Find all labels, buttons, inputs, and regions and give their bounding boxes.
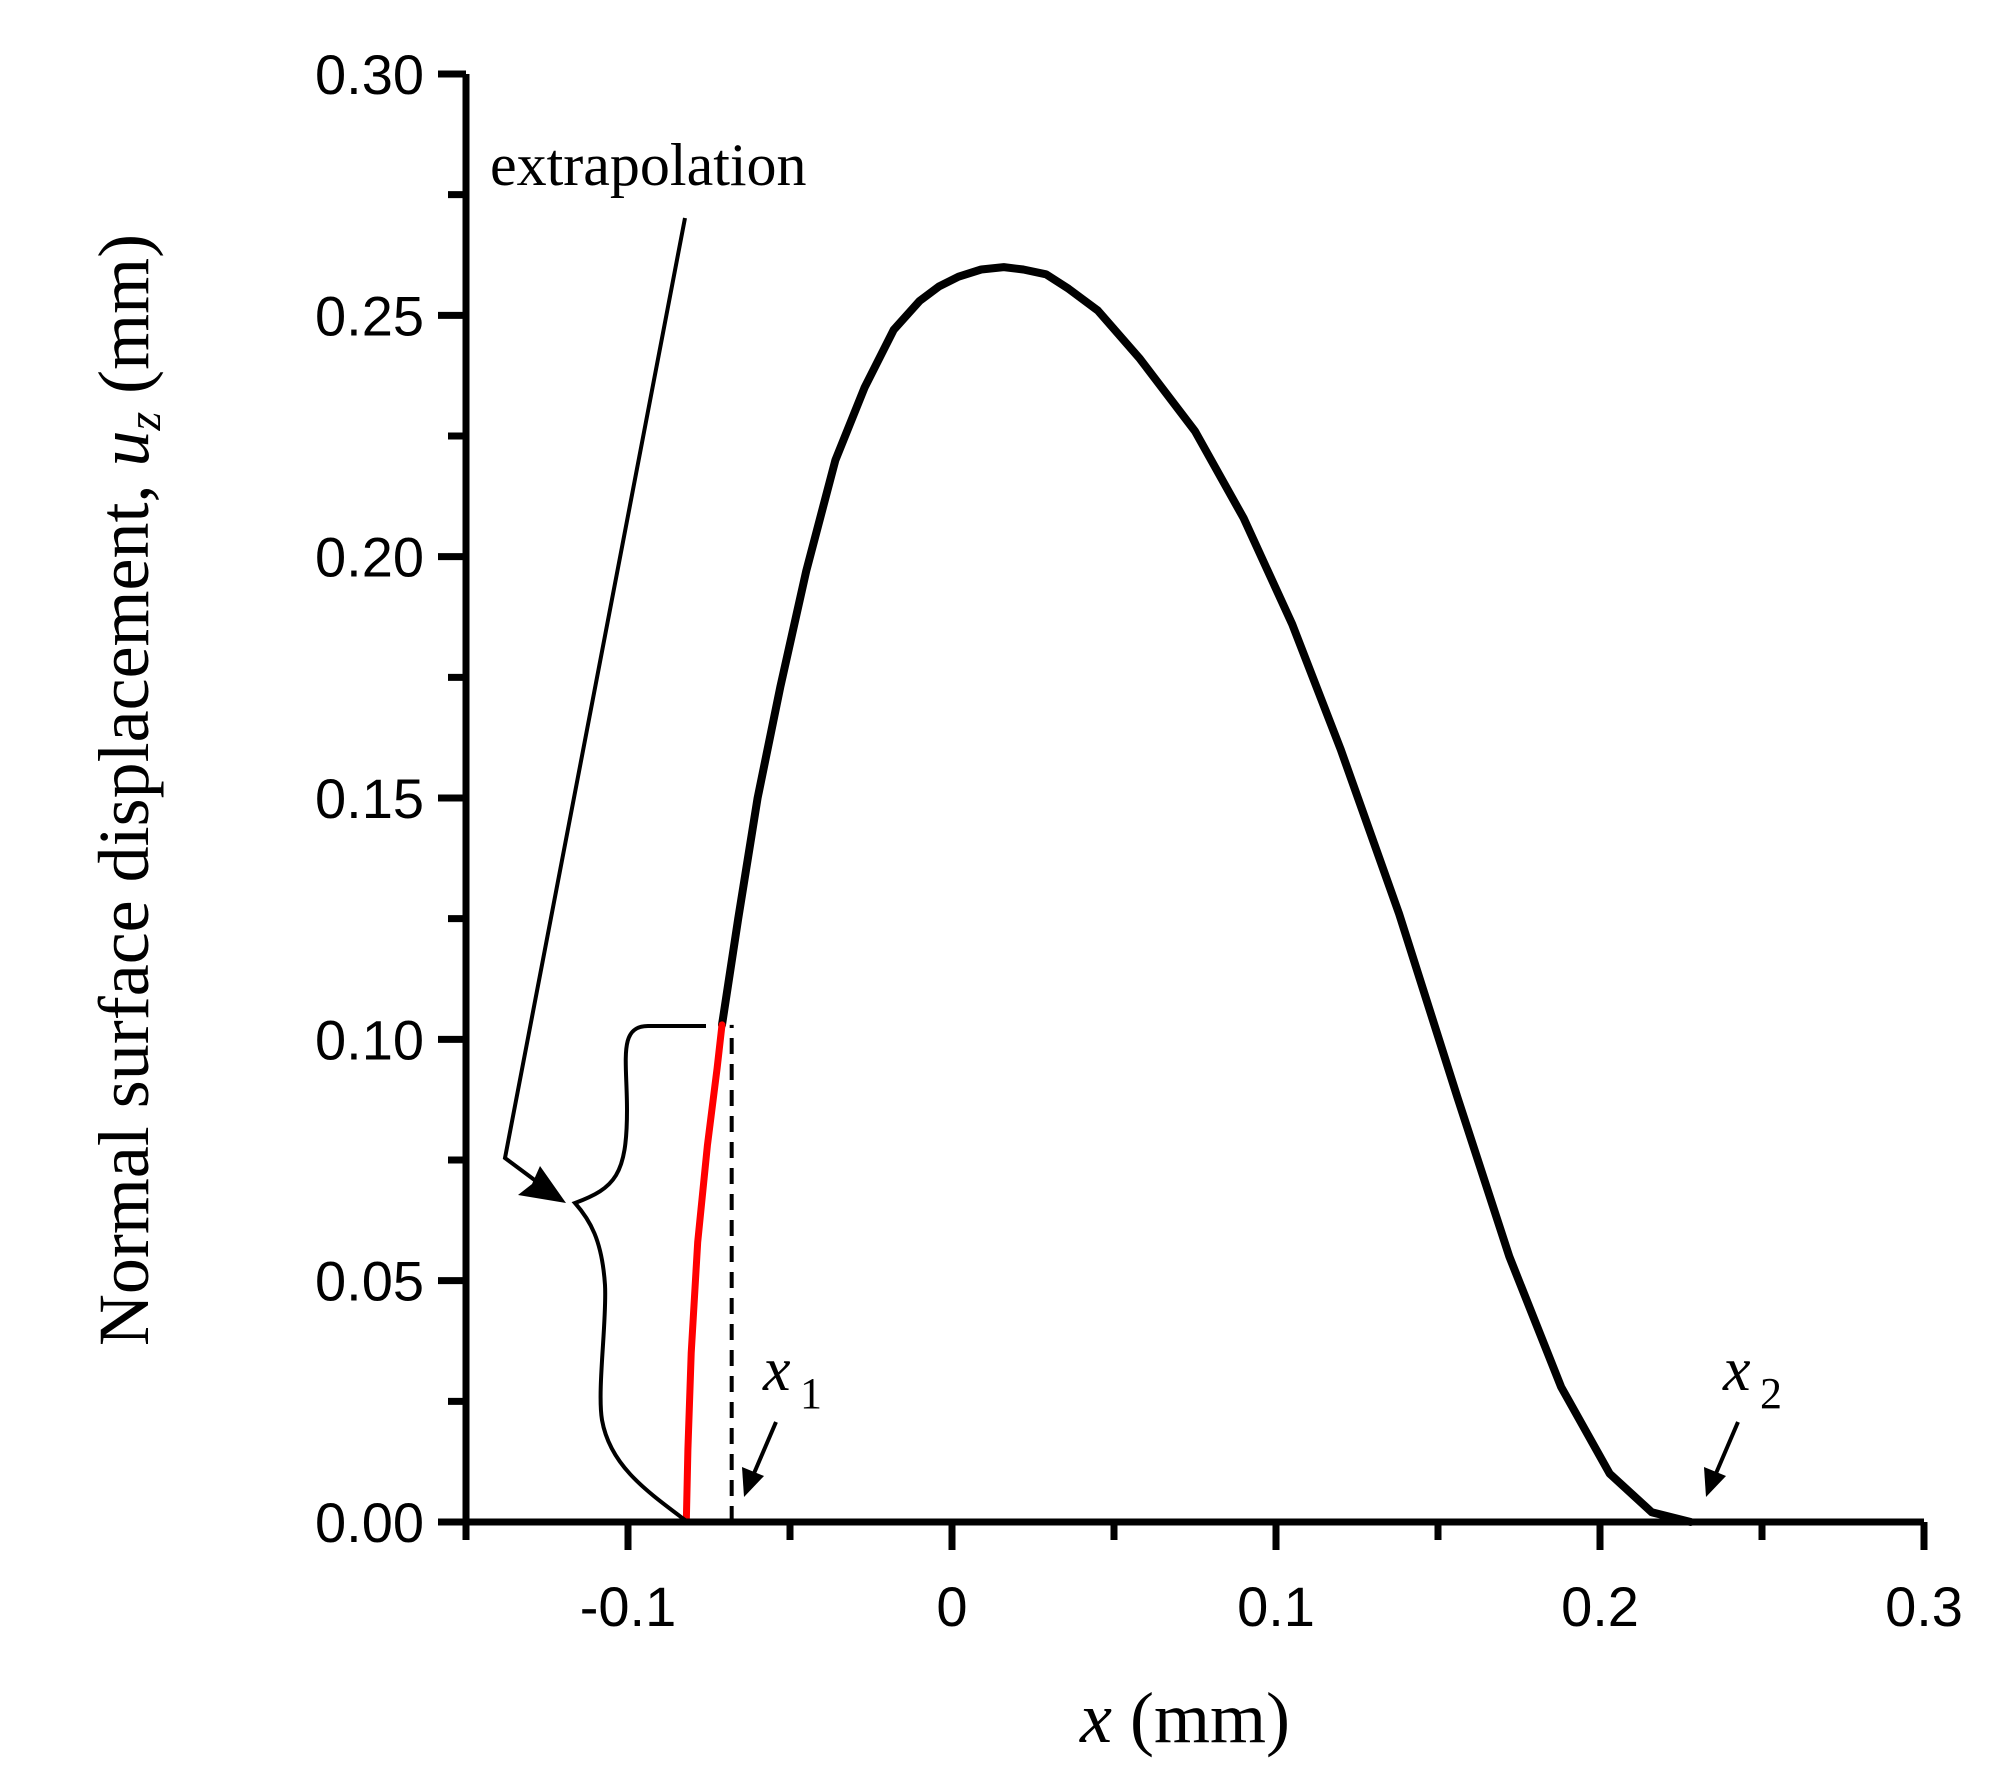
y-tick-label: 0.05 [315,1250,424,1313]
y-tick-label: 0.25 [315,284,424,347]
extrapolation-arrow-head [518,1166,566,1203]
plot-area: 0.00 0.05 0.10 0.15 0.20 0.25 0.30 -0.1 0 0.1 0.2 0… [315,43,1963,1638]
x-axis-title: x (mm) [1079,1678,1290,1758]
x1-arrow-line [750,1421,778,1479]
x-tick-label: 0.3 [1885,1575,1963,1638]
extrapolation-pointer-line [502,217,687,1192]
x2-label: x [1722,1336,1751,1404]
x2-subscript: 2 [1760,1369,1782,1418]
x1-subscript: 1 [800,1369,822,1418]
x-tick-label: 0.2 [1561,1575,1639,1638]
x1-label: x [762,1336,791,1404]
series-layer [682,263,1695,1526]
y-tick-label: 0.20 [315,526,424,589]
curly-brace [571,1024,706,1522]
x-tick-label: 0 [936,1575,967,1638]
annotation-layer: extrapolation x 1 x 2 [490,132,1782,1522]
y-tick-label: 0.15 [315,767,424,830]
x-tick-label: -0.1 [580,1575,677,1638]
y-tick-label: 0.00 [315,1491,424,1554]
x2-arrow-head [1704,1467,1726,1497]
extrapolation-series-line [682,1021,726,1526]
x-tick-label: 0.1 [1237,1575,1315,1638]
x2-arrow-line [1712,1421,1740,1479]
y-tick-label: 0.30 [315,43,424,106]
y-axis-title: Normal surface displacement, uz (mm) [84,234,176,1346]
axes-layer [462,74,1924,1526]
y-tick-label: 0.10 [315,1008,424,1071]
extrapolation-label: extrapolation [490,132,807,198]
x1-arrow-head [742,1467,764,1497]
profile-series-line [718,263,1695,1526]
ticks-layer: 0.00 0.05 0.10 0.15 0.20 0.25 0.30 -0.1 0 0.1 0.2 0… [315,43,1963,1638]
